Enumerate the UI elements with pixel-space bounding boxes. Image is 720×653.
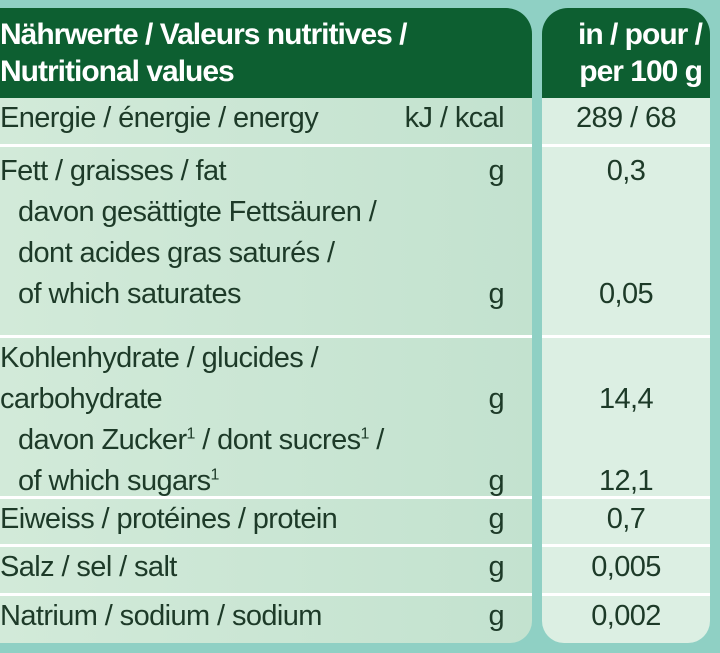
unit: g bbox=[488, 600, 504, 632]
header-per-line1: in / pour / bbox=[578, 18, 703, 51]
unit: kJ / kcal bbox=[404, 102, 505, 134]
label: Salz / sel / salt bbox=[0, 551, 177, 583]
sublabel: dont acides gras saturés / bbox=[18, 237, 335, 269]
label: Energie / énergie / energy bbox=[0, 102, 319, 134]
row-energy: Energie / énergie / energy kJ / kcal bbox=[0, 98, 532, 147]
values-column: 289 / 68 0,3 0,05 14,4 12,1 0,7 0,005 0,… bbox=[542, 98, 710, 643]
value-fat: 0,3 bbox=[606, 155, 646, 187]
unit: g bbox=[488, 155, 504, 187]
unit: g bbox=[488, 503, 504, 535]
sublabel: davon gesättigte Fettsäuren / bbox=[18, 196, 377, 228]
footnote-mark: 1 bbox=[360, 425, 370, 443]
footnote-mark: 1 bbox=[210, 466, 220, 484]
table-header-per: in / pour / per 100 g bbox=[542, 8, 710, 98]
row-sodium: Natrium / sodium / sodium g bbox=[0, 596, 532, 643]
sublabel: / dont sucres bbox=[194, 424, 361, 456]
value-sodium: 0,002 bbox=[591, 600, 661, 632]
header-title-line1: Nährwerte / Valeurs nutritives / bbox=[0, 18, 408, 51]
sublabel: / bbox=[368, 424, 384, 456]
row-fat: Fett / graisses / fat g davon gesättigte … bbox=[0, 147, 532, 338]
nutrient-labels-column: Energie / énergie / energy kJ / kcal Fett… bbox=[0, 98, 532, 643]
unit: g bbox=[488, 465, 504, 497]
label: Natrium / sodium / sodium bbox=[0, 600, 322, 632]
header-title-line2: Nutritional values bbox=[0, 55, 235, 88]
value-salt: 0,005 bbox=[591, 551, 661, 583]
unit: g bbox=[488, 383, 504, 415]
label: Fett / graisses / fat bbox=[0, 155, 227, 187]
label: Eiweiss / protéines / protein bbox=[0, 503, 338, 535]
value-energy: 289 / 68 bbox=[575, 102, 677, 134]
sublabel: davon Zucker bbox=[18, 424, 187, 456]
row-carbohydrate: Kohlenhydrate / glucides / carbohydrate g… bbox=[0, 338, 532, 499]
sublabel: of which saturates bbox=[18, 278, 242, 310]
sublabel: of which sugars bbox=[18, 465, 211, 497]
footnote-mark: 1 bbox=[186, 425, 196, 443]
label: Kohlenhydrate / glucides / bbox=[0, 342, 319, 374]
value-sugars: 12,1 bbox=[598, 465, 654, 497]
unit: g bbox=[488, 278, 504, 310]
label: carbohydrate bbox=[0, 383, 163, 415]
header-per-line2: per 100 g bbox=[579, 55, 703, 88]
row-protein: Eiweiss / protéines / protein g bbox=[0, 499, 532, 547]
table-header-label: Nährwerte / Valeurs nutritives / Nutriti… bbox=[0, 8, 532, 98]
row-salt: Salz / sel / salt g bbox=[0, 547, 532, 596]
value-protein: 0,7 bbox=[606, 503, 646, 535]
unit: g bbox=[488, 551, 504, 583]
value-carbohydrate: 14,4 bbox=[598, 383, 654, 415]
value-saturates: 0,05 bbox=[598, 278, 654, 310]
